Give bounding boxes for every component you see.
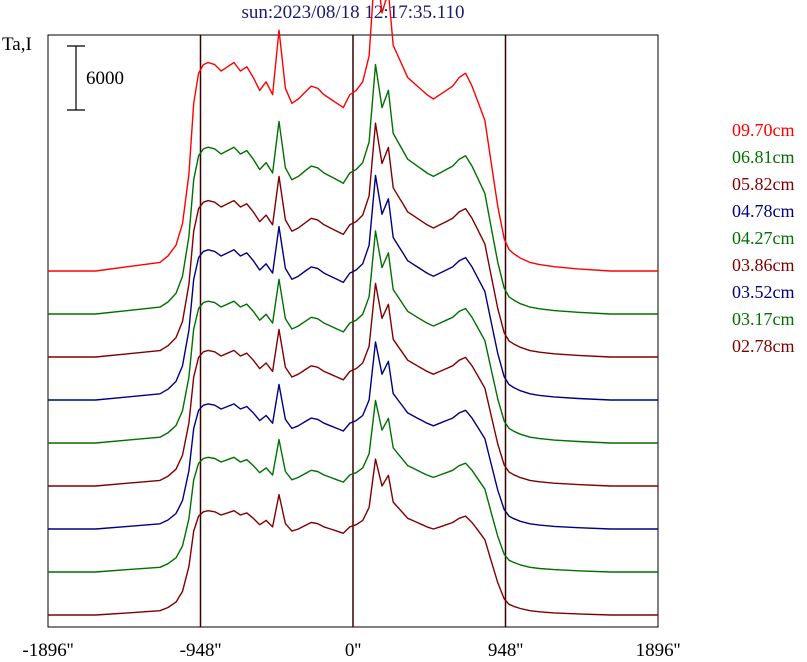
legend-entry-1: 06.81cm <box>732 147 795 167</box>
legend-entry-6: 03.52cm <box>732 282 795 302</box>
legend-entry-7: 03.17cm <box>732 309 795 329</box>
x-tick-label-2: 0'' <box>345 640 361 661</box>
series-line-5 <box>48 282 658 487</box>
legend-entry-2: 05.82cm <box>732 174 795 194</box>
series-line-7 <box>48 399 658 573</box>
chart-title: sun:2023/08/18 12:17:35.110 <box>241 2 464 23</box>
series-line-4 <box>48 230 658 444</box>
x-tick-label-0: -1896'' <box>22 640 73 661</box>
y-axis-label: Ta,I <box>2 34 32 55</box>
series-line-2 <box>48 122 658 358</box>
legend-entry-5: 03.86cm <box>732 255 795 275</box>
scale-bar-label: 6000 <box>86 68 124 89</box>
series-line-6 <box>48 341 658 530</box>
series-line-1 <box>48 63 658 315</box>
series-line-0 <box>48 0 658 272</box>
x-tick-labels: -1896'' -948'' 0'' 948'' 1896'' <box>22 640 680 661</box>
legend: 09.70cm 06.81cm 05.82cm 04.78cm 04.27cm 03.86… <box>732 120 795 356</box>
legend-entry-8: 02.78cm <box>732 336 795 356</box>
x-tick-label-3: 948'' <box>488 640 523 661</box>
legend-entry-4: 04.27cm <box>732 228 795 248</box>
x-tick-label-4: 1896'' <box>636 640 681 661</box>
series-line-8 <box>48 458 658 616</box>
reference-lines <box>199 35 507 627</box>
series-line-3 <box>48 174 658 401</box>
legend-entry-3: 04.78cm <box>732 201 795 221</box>
legend-entry-0: 09.70cm <box>732 120 795 140</box>
series-lines <box>48 0 658 616</box>
scale-bar: 6000 <box>67 45 124 111</box>
x-tick-label-1: -948'' <box>180 640 222 661</box>
